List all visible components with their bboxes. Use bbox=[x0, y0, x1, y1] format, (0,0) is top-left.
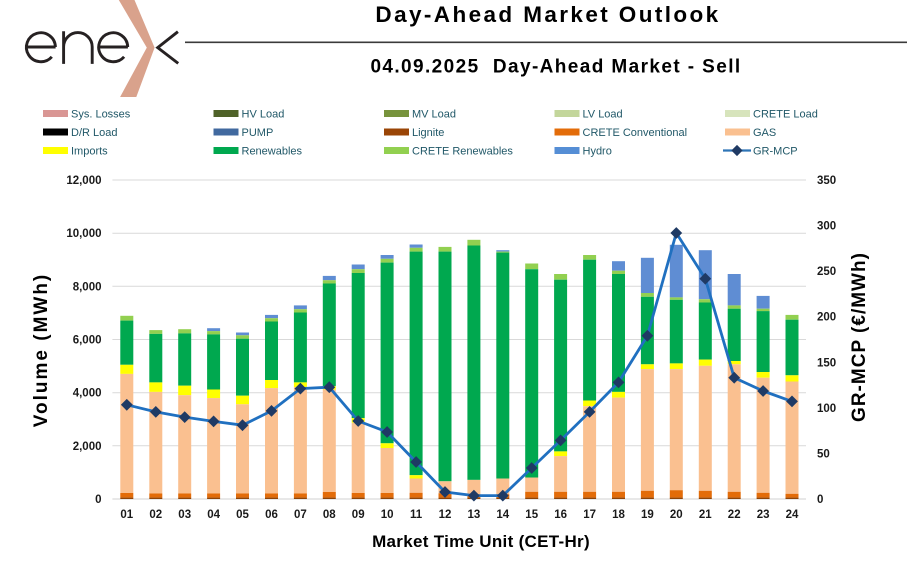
svg-text:MV Load: MV Load bbox=[412, 108, 456, 120]
svg-text:GR-MCP: GR-MCP bbox=[753, 145, 798, 157]
svg-text:05: 05 bbox=[236, 509, 249, 521]
svg-text:10: 10 bbox=[381, 509, 394, 521]
svg-text:4,000: 4,000 bbox=[73, 388, 102, 400]
svg-text:02: 02 bbox=[149, 509, 162, 521]
svg-text:D/R Load: D/R Load bbox=[71, 127, 117, 139]
svg-text:15: 15 bbox=[525, 509, 538, 521]
svg-text:23: 23 bbox=[757, 509, 770, 521]
svg-text:Renewables: Renewables bbox=[242, 145, 303, 157]
svg-text:08: 08 bbox=[323, 509, 336, 521]
svg-text:17: 17 bbox=[583, 509, 596, 521]
svg-text:16: 16 bbox=[554, 509, 567, 521]
svg-text:01: 01 bbox=[120, 509, 133, 521]
svg-text:300: 300 bbox=[817, 221, 836, 233]
svg-text:04.09.2025 Day-Ahead Market -: 04.09.2025 Day-Ahead Market - Sell bbox=[370, 57, 741, 78]
svg-text:20: 20 bbox=[670, 509, 683, 521]
svg-text:24: 24 bbox=[786, 509, 799, 521]
svg-text:12,000: 12,000 bbox=[66, 175, 101, 187]
svg-text:100: 100 bbox=[817, 403, 836, 415]
svg-text:04: 04 bbox=[207, 509, 220, 521]
svg-text:07: 07 bbox=[294, 509, 307, 521]
svg-text:HV Load: HV Load bbox=[242, 108, 285, 120]
svg-text:Sys. Losses: Sys. Losses bbox=[71, 108, 131, 120]
svg-text:CRETE Load: CRETE Load bbox=[753, 108, 818, 120]
svg-text:21: 21 bbox=[699, 509, 712, 521]
svg-text:Volume (MWh): Volume (MWh) bbox=[31, 273, 52, 428]
svg-text:8,000: 8,000 bbox=[73, 281, 102, 293]
svg-text:03: 03 bbox=[178, 509, 191, 521]
svg-text:Lignite: Lignite bbox=[412, 127, 444, 139]
svg-text:Hydro: Hydro bbox=[583, 145, 612, 157]
svg-text:Imports: Imports bbox=[71, 145, 108, 157]
svg-text:Day-Ahead Market Outlook: Day-Ahead Market Outlook bbox=[375, 2, 720, 27]
svg-text:12: 12 bbox=[439, 509, 452, 521]
svg-text:PUMP: PUMP bbox=[242, 127, 274, 139]
svg-text:13: 13 bbox=[468, 509, 481, 521]
svg-text:22: 22 bbox=[728, 509, 741, 521]
svg-text:06: 06 bbox=[265, 509, 278, 521]
svg-text:350: 350 bbox=[817, 175, 836, 187]
svg-text:LV Load: LV Load bbox=[583, 108, 623, 120]
svg-text:0: 0 bbox=[95, 494, 101, 506]
svg-text:6,000: 6,000 bbox=[73, 335, 102, 347]
svg-text:150: 150 bbox=[817, 357, 836, 369]
svg-text:CRETE Conventional: CRETE Conventional bbox=[583, 127, 688, 139]
svg-text:0: 0 bbox=[817, 494, 823, 506]
svg-text:250: 250 bbox=[817, 266, 836, 278]
svg-text:19: 19 bbox=[641, 509, 654, 521]
svg-text:09: 09 bbox=[352, 509, 365, 521]
svg-text:14: 14 bbox=[496, 509, 509, 521]
svg-text:10,000: 10,000 bbox=[66, 228, 101, 240]
svg-text:200: 200 bbox=[817, 312, 836, 324]
svg-text:18: 18 bbox=[612, 509, 625, 521]
svg-text:GAS: GAS bbox=[753, 127, 776, 139]
svg-text:11: 11 bbox=[410, 509, 423, 521]
svg-text:GR-MCP (€/MWh): GR-MCP (€/MWh) bbox=[849, 252, 870, 422]
svg-text:Market Time Unit (CET-Hr): Market Time Unit (CET-Hr) bbox=[372, 532, 590, 551]
svg-text:CRETE Renewables: CRETE Renewables bbox=[412, 145, 513, 157]
svg-text:50: 50 bbox=[817, 448, 830, 460]
svg-text:2,000: 2,000 bbox=[73, 441, 102, 453]
